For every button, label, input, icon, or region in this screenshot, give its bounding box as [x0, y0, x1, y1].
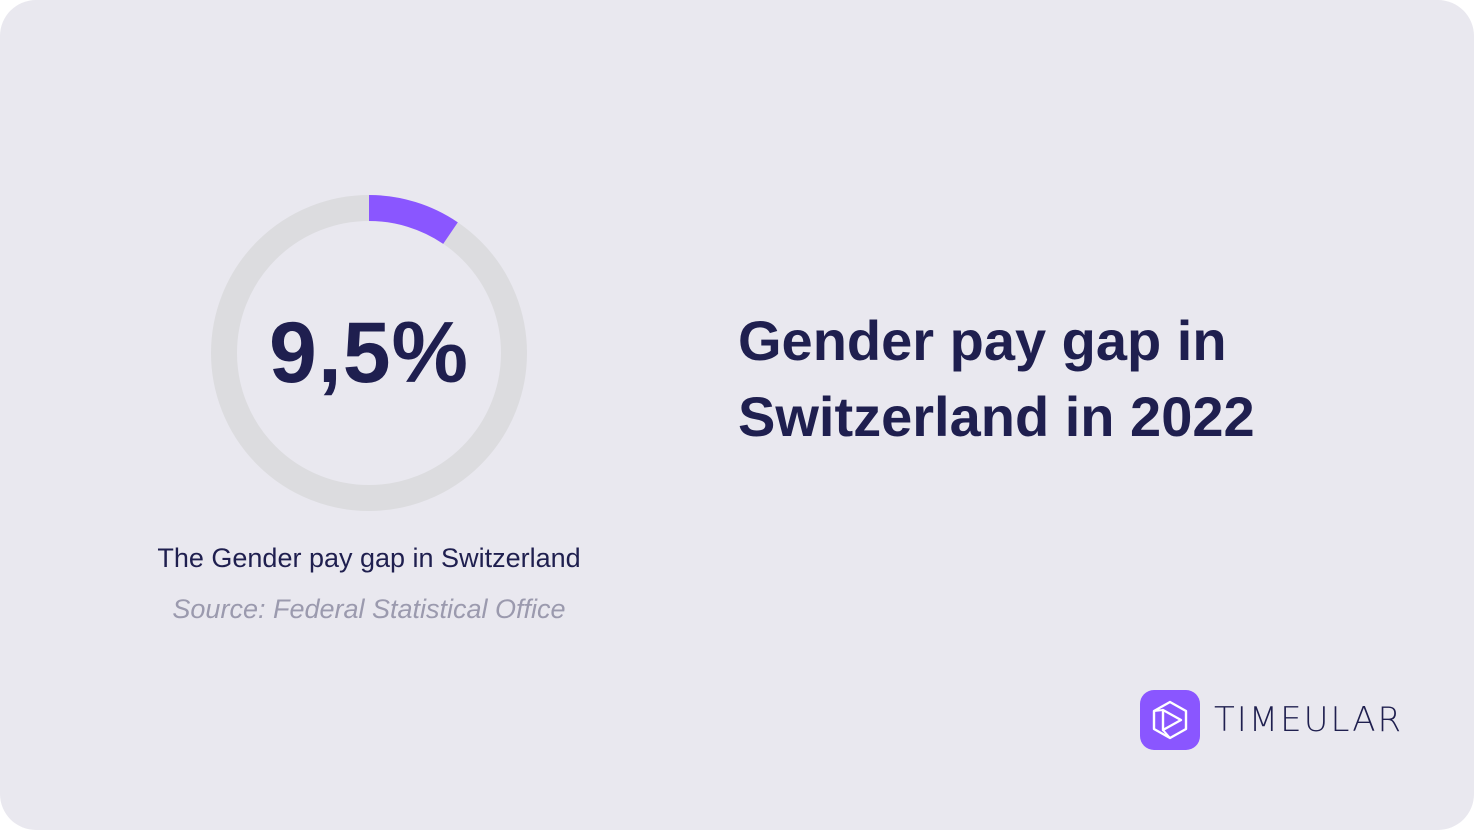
page-title: Gender pay gap in Switzerland in 2022	[738, 303, 1378, 455]
title-line-1: Gender pay gap in	[738, 309, 1227, 372]
title-line-2: Switzerland in 2022	[738, 385, 1255, 448]
play-hexagon-icon	[1140, 690, 1200, 750]
center-value-label: 9,5%	[268, 304, 470, 401]
chart-source: Source: Federal Statistical Office	[172, 594, 566, 624]
donut-highlight-slice	[368, 195, 458, 245]
chart-caption: The Gender pay gap in Switzerland	[157, 543, 581, 573]
brand-logo: TIMEULAR	[1140, 690, 1403, 750]
brand-name: TIMEULAR	[1214, 700, 1404, 740]
donut-svg	[211, 195, 527, 511]
donut-chart: 9,5%	[208, 192, 530, 514]
